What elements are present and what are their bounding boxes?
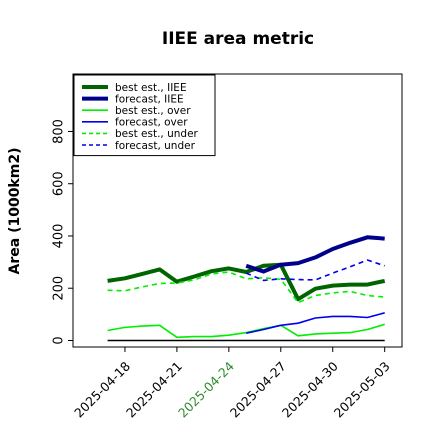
chart-title: IIEE area metric bbox=[162, 29, 314, 49]
legend-label-1: forecast, IIEE bbox=[115, 93, 184, 105]
legend-label-2: best est., over bbox=[115, 105, 191, 117]
series-line-5 bbox=[245, 259, 385, 282]
legend-label-4: best est., under bbox=[115, 128, 199, 140]
legend-label-5: forecast, under bbox=[115, 140, 196, 152]
y-axis-label: Area (1000km2) bbox=[7, 148, 23, 275]
legend-label-3: forecast, over bbox=[115, 117, 188, 129]
series-line-3 bbox=[246, 312, 385, 334]
x-axis: 2025-04-182025-04-212025-04-242025-04-27… bbox=[71, 347, 393, 420]
y-tick-label-3: 600 bbox=[52, 171, 67, 196]
legend-label-0: best est., IIEE bbox=[115, 82, 187, 94]
y-tick-label-0: 0 bbox=[52, 336, 67, 344]
series-line-2 bbox=[107, 323, 385, 339]
series-line-1 bbox=[245, 235, 385, 274]
series-layer bbox=[107, 235, 386, 342]
plot-frame bbox=[72, 73, 403, 348]
y-tick-label-1: 200 bbox=[52, 276, 67, 301]
y-axis: 0 200 400 600 800 bbox=[52, 119, 73, 345]
y-tick-label-2: 400 bbox=[52, 224, 67, 249]
x-tick-label-5: 2025-05-03 bbox=[331, 359, 393, 421]
series-line-0 bbox=[107, 262, 386, 302]
series-line-4 bbox=[107, 271, 385, 304]
y-tick-label-4: 800 bbox=[52, 119, 67, 144]
